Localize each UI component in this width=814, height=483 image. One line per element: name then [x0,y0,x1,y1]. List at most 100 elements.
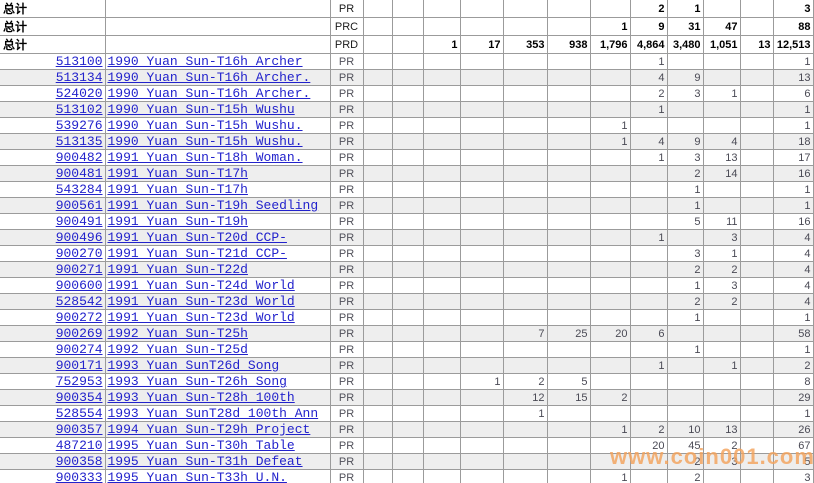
catalog-link[interactable]: 513135 [55,134,103,149]
catalog-link[interactable]: 900496 [55,230,103,245]
description-link[interactable]: 1992 Yuan Sun-T25h [107,326,248,341]
grade-count-cell: 2 [629,85,668,102]
type-cell: PRD [329,35,364,54]
table-row: 524020 1990 Yuan Sun-T16h Archer. PR 2 3 1 6 [0,85,814,102]
description-link[interactable]: 1990 Yuan Sun-T15h Wushu. [107,118,303,133]
grade-count-cell: 1 [666,277,704,294]
grade-count-cell [502,101,548,118]
description-link[interactable]: 1995 Yuan Sun-T33h U.N. [107,470,287,483]
description-link[interactable]: 1990 Yuan Sun-T15h Wushu [107,102,295,117]
catalog-link[interactable]: 900271 [55,262,103,277]
grade-count-cell [629,469,668,483]
catalog-link[interactable]: 543284 [55,182,103,197]
description-link[interactable]: 1990 Yuan Sun-T16h Archer [107,54,303,69]
catalog-cell: 900561 [0,197,106,214]
grade-count-cell [422,437,461,454]
grade-count-cell [362,421,393,438]
grade-count-cell: 1 [666,0,704,18]
description-link[interactable]: 1991 Yuan Sun-T19h Seedling [107,198,319,213]
catalog-link[interactable]: 513100 [55,54,103,69]
grade-count-cell [589,261,631,278]
description-cell [104,17,331,36]
grade-count-cell [739,165,774,182]
description-link[interactable]: 1991 Yuan Sun-T18h Woman. [107,150,303,165]
catalog-link[interactable]: 539276 [55,118,103,133]
catalog-link[interactable]: 900357 [55,422,103,437]
catalog-link[interactable]: 900333 [55,470,103,483]
description-link[interactable]: 1990 Yuan Sun-T16h Archer. [107,86,311,101]
grade-count-cell [589,309,631,326]
grade-count-cell [739,149,774,166]
catalog-link[interactable]: 900269 [55,326,103,341]
catalog-link[interactable]: 487210 [55,438,103,453]
description-link[interactable]: 1993 Yuan Sun-T28h 100th [107,390,295,405]
description-link[interactable]: 1992 Yuan Sun-T25d [107,342,248,357]
catalog-link[interactable]: 900354 [55,390,103,405]
catalog-link[interactable]: 524020 [55,86,103,101]
table-row: 513134 1990 Yuan Sun-T16h Archer. PR 4 9 13 [0,69,814,86]
grade-count-cell [362,197,393,214]
table-row: 900333 1995 Yuan Sun-T33h U.N. PR 1 2 3 [0,469,814,483]
description-cell: 1990 Yuan Sun-T15h Wushu. [104,117,331,134]
description-link[interactable]: 1993 Yuan SunT26d Song [107,358,280,373]
description-link[interactable]: 1993 Yuan Sun-T26h Song [107,374,287,389]
grade-count-cell [422,53,461,70]
catalog-link[interactable]: 528554 [55,406,103,421]
catalog-link[interactable]: 900272 [55,310,103,325]
description-link[interactable]: 1991 Yuan Sun-T19h [107,214,248,229]
description-link[interactable]: 1995 Yuan Sun-T31h Defeat [107,454,303,469]
description-link[interactable]: 1991 Yuan Sun-T20d CCP- [107,230,287,245]
description-cell: 1993 Yuan Sun-T28h 100th [104,389,331,406]
grade-count-cell [391,261,424,278]
description-link[interactable]: 1991 Yuan Sun-T17h [107,166,248,181]
grade-count-cell: 2 [666,293,704,310]
description-link[interactable]: 1991 Yuan Sun-T21d CCP- [107,246,287,261]
description-link[interactable]: 1994 Yuan Sun-T29h Project [107,422,311,437]
description-link[interactable]: 1991 Yuan Sun-T24d World [107,278,295,293]
grade-count-cell [502,357,548,374]
catalog-link[interactable]: 900482 [55,150,103,165]
grade-count-cell: 3 [702,229,741,246]
catalog-link[interactable]: 900491 [55,214,103,229]
catalog-link[interactable]: 900481 [55,166,103,181]
description-link[interactable]: 1991 Yuan Sun-T23d World [107,310,295,325]
catalog-link[interactable]: 900270 [55,246,103,261]
description-link[interactable]: 1991 Yuan Sun-T17h [107,182,248,197]
grade-count-cell [502,469,548,483]
grade-count-cell: 17 [459,35,504,54]
catalog-link[interactable]: 900600 [55,278,103,293]
description-link[interactable]: 1995 Yuan Sun-T30h Table [107,438,295,453]
grade-count-cell: 1 [666,181,704,198]
description-link[interactable]: 1991 Yuan Sun-T22d [107,262,248,277]
grade-count-cell [702,101,741,118]
grade-count-cell [589,85,631,102]
catalog-link[interactable]: 900561 [55,198,103,213]
grade-count-cell [546,133,591,150]
grade-count-cell [459,453,504,470]
catalog-link[interactable]: 900358 [55,454,103,469]
catalog-link[interactable]: 900171 [55,358,103,373]
description-link[interactable]: 1991 Yuan Sun-T23d World [107,294,295,309]
description-cell: 1991 Yuan Sun-T22d [104,261,331,278]
grade-count-cell [702,309,741,326]
row-total-cell: 67 [772,437,814,454]
description-cell: 1991 Yuan Sun-T24d World [104,277,331,294]
type-cell: PR [329,149,364,166]
grade-count-cell [502,293,548,310]
description-cell: 1990 Yuan Sun-T16h Archer. [104,69,331,86]
description-link[interactable]: 1993 Yuan SunT28d 100th Ann [107,406,319,421]
grade-count-cell: 1 [589,469,631,483]
catalog-link[interactable]: 513102 [55,102,103,117]
grade-count-cell: 12 [502,389,548,406]
catalog-link[interactable]: 752953 [55,374,103,389]
table-row: 900358 1995 Yuan Sun-T31h Defeat PR 2 3 5 [0,453,814,470]
catalog-link[interactable]: 900274 [55,342,103,357]
grade-count-cell [362,165,393,182]
description-link[interactable]: 1990 Yuan Sun-T15h Wushu. [107,134,303,149]
grade-count-cell [459,101,504,118]
catalog-link[interactable]: 513134 [55,70,103,85]
grade-count-cell [546,165,591,182]
catalog-link[interactable]: 528542 [55,294,103,309]
grade-count-cell [739,389,774,406]
description-link[interactable]: 1990 Yuan Sun-T16h Archer. [107,70,311,85]
